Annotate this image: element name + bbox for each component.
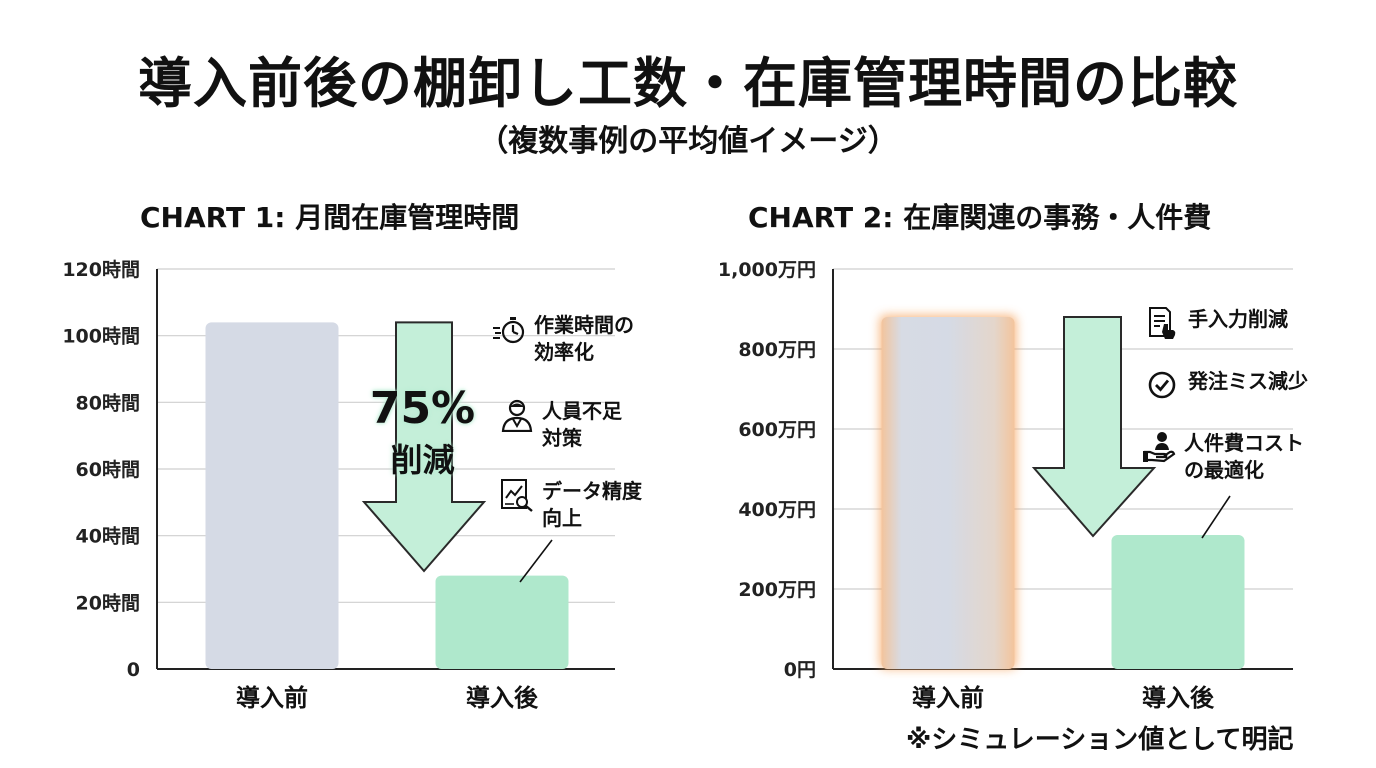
feature-manual-input: 手入力削減	[1146, 306, 1288, 340]
chart1-title: CHART 1: 月間在庫管理時間	[140, 201, 520, 234]
feature-manual-input-label: 手入力削減	[1188, 307, 1288, 331]
reduction-percent: 75%	[369, 383, 476, 434]
feature-order-errors-label: 発注ミス減少	[1188, 369, 1308, 393]
feature-accuracy-label: データ精度 向上	[542, 479, 642, 530]
bar-before	[205, 322, 339, 669]
hand-person-icon	[1143, 432, 1176, 463]
bar-after	[435, 575, 569, 669]
y-tick-label: 20時間	[76, 592, 140, 614]
bar-before	[881, 317, 1015, 669]
reduction-arrow	[1031, 316, 1157, 538]
document-input-icon	[1149, 307, 1176, 339]
y-tick-label: 0円	[784, 659, 816, 681]
bar-after	[1111, 535, 1245, 669]
y-tick-label: 100時間	[62, 326, 140, 348]
feature-efficiency-label: 作業時間の 効率化	[534, 313, 634, 364]
feature-labor-cost-label: 人件費コスト の最適化	[1184, 431, 1304, 482]
check-circle-icon	[1148, 371, 1176, 399]
y-tick-label: 600万円	[738, 419, 816, 441]
y-tick-label: 40時間	[76, 526, 140, 548]
reduction-label: 削減	[390, 441, 455, 479]
y-tick-label: 200万円	[738, 579, 816, 601]
feature-staffing-label: 人員不足 対策	[542, 399, 622, 450]
y-tick-label: 80時間	[76, 392, 140, 414]
reduction-arrow	[361, 321, 487, 573]
leader-line	[1201, 495, 1231, 539]
page-title: 導入前後の棚卸し工数・在庫管理時間の比較	[138, 52, 1238, 115]
y-tick-label: 1,000万円	[718, 259, 816, 281]
category-label: 導入後	[1142, 684, 1215, 712]
leader-line	[519, 539, 553, 583]
y-tick-label: 60時間	[76, 459, 140, 481]
simulation-note: ※シミュレーション値として明記	[906, 725, 1294, 755]
feature-staffing: 人員不足 対策	[500, 398, 622, 452]
chart2-title: CHART 2: 在庫関連の事務・人件費	[748, 201, 1212, 234]
category-label: 導入後	[466, 684, 539, 712]
y-tick-label: 0	[127, 659, 140, 681]
y-tick-label: 800万円	[738, 339, 816, 361]
feature-order-errors: 発注ミス減少	[1146, 368, 1308, 402]
feature-labor-cost: 人件費コスト の最適化	[1142, 430, 1304, 484]
feature-accuracy: データ精度 向上	[500, 478, 642, 532]
y-tick-label: 120時間	[62, 259, 140, 281]
feature-efficiency: 作業時間の 効率化	[492, 312, 634, 366]
page-subtitle: （複数事例の平均値イメージ）	[478, 124, 898, 159]
stopwatch-icon	[493, 317, 525, 344]
y-tick-label: 400万円	[738, 499, 816, 521]
category-label: 導入前	[912, 684, 984, 712]
category-label: 導入前	[236, 684, 308, 712]
staff-icon	[501, 399, 533, 432]
data-analysis-icon	[501, 479, 533, 512]
